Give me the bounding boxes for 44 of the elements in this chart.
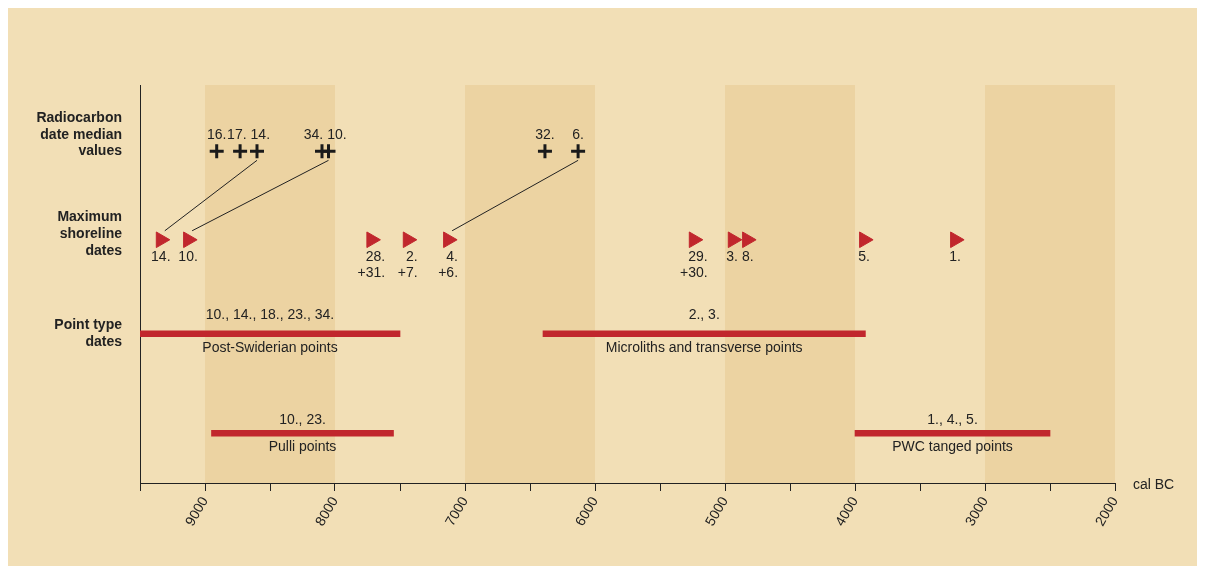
series-label: 10. xyxy=(327,126,347,143)
point xyxy=(208,142,226,160)
point xyxy=(859,231,874,249)
annotation: 10., 23. xyxy=(279,411,326,428)
annotation: 2., 3. xyxy=(688,306,720,323)
point xyxy=(569,142,587,160)
point xyxy=(536,142,554,160)
point xyxy=(742,231,757,249)
series-label: 2. +7. xyxy=(397,247,418,280)
point xyxy=(688,231,704,249)
series-label: Pulli points xyxy=(268,438,337,455)
point xyxy=(402,231,418,249)
series-label: Post-Swiderian points xyxy=(202,338,338,355)
series-label: 32. xyxy=(535,126,555,143)
annotation: 1., 4., 5. xyxy=(927,411,978,428)
series-label: PWC tanged points xyxy=(892,438,1013,455)
y-tick-label: Maximum shoreline dates xyxy=(57,208,123,258)
series-label: 1. xyxy=(949,247,961,264)
series-label: 28. +31. xyxy=(357,247,386,280)
series-label: 17. xyxy=(227,126,247,143)
series-label: 3. xyxy=(726,247,738,264)
series-label: 29. +30. xyxy=(679,247,708,280)
point xyxy=(366,231,381,249)
series-label: 6. xyxy=(572,126,584,143)
series-label: 10. xyxy=(178,247,198,264)
x-axis-title: cal BC xyxy=(1133,475,1175,492)
point xyxy=(727,231,743,249)
y-tick-label: Radiocarbon date median values xyxy=(36,108,123,159)
series-label: 5. xyxy=(858,247,870,264)
series-label: 34. xyxy=(303,126,324,143)
series-label: 4. +6. xyxy=(438,247,459,280)
point xyxy=(231,142,249,160)
y-tick-label: Point type dates xyxy=(54,316,123,350)
point xyxy=(950,231,965,249)
series-label: 14. xyxy=(250,126,271,143)
series-label: 16. xyxy=(206,126,227,143)
annotation: 10., 14., 18., 23., 34. xyxy=(205,306,335,323)
point xyxy=(443,231,458,249)
series-label: Microliths and transverse points xyxy=(605,338,803,355)
point xyxy=(248,142,266,160)
point xyxy=(183,231,198,249)
series-label: 14. xyxy=(151,247,171,264)
series-label: 8. xyxy=(741,247,754,264)
point xyxy=(155,231,171,249)
